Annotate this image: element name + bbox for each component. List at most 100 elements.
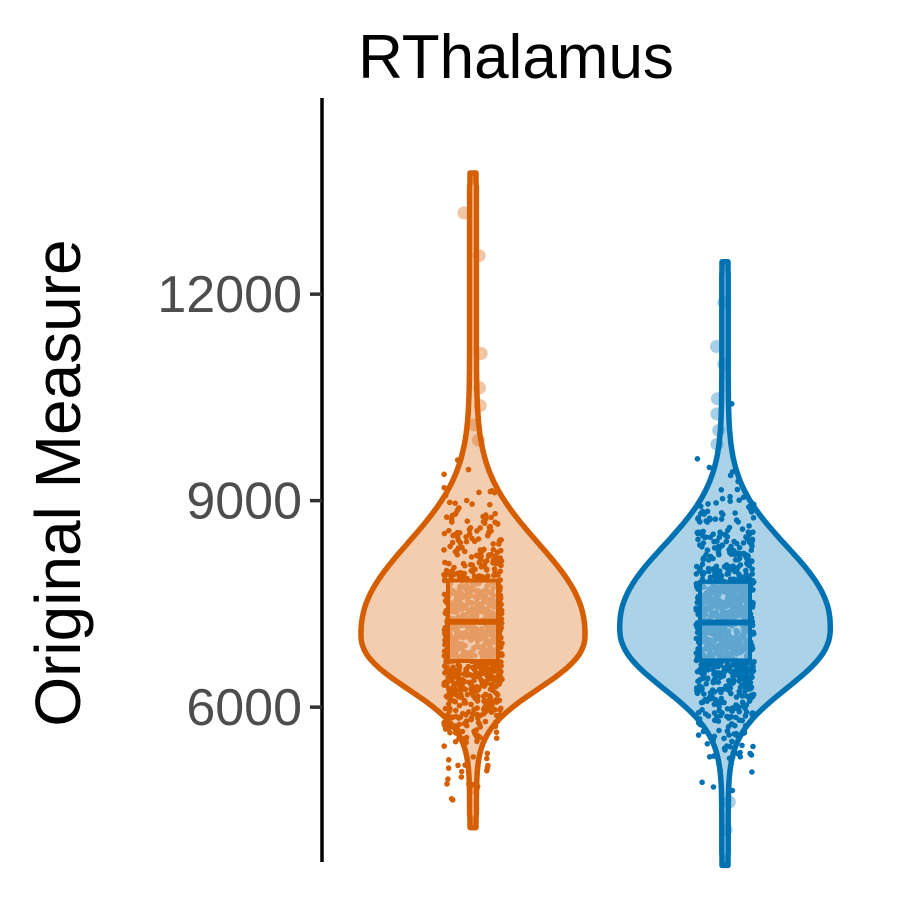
data-point <box>736 708 743 715</box>
data-point <box>492 510 499 517</box>
data-point <box>707 516 713 523</box>
data-point <box>701 570 707 576</box>
data-point <box>469 562 476 568</box>
data-point <box>718 510 725 516</box>
data-point <box>477 525 484 531</box>
data-point <box>480 706 487 713</box>
data-point <box>488 703 495 709</box>
data-point <box>728 543 734 550</box>
data-point <box>746 523 752 529</box>
outlier-point <box>717 295 731 309</box>
data-point <box>487 501 493 508</box>
data-point <box>704 741 711 747</box>
data-point <box>699 561 706 568</box>
data-point <box>475 536 482 542</box>
data-point <box>463 718 470 724</box>
data-point <box>729 401 735 407</box>
data-point <box>468 554 475 560</box>
data-point <box>700 540 707 546</box>
data-point <box>441 571 447 578</box>
data-point <box>710 555 716 562</box>
data-point <box>474 732 481 739</box>
data-point <box>750 515 757 521</box>
data-point <box>496 681 502 687</box>
data-point <box>456 702 463 709</box>
data-point <box>470 781 476 788</box>
data-point <box>474 662 480 668</box>
data-point <box>706 464 713 471</box>
data-point <box>744 560 750 567</box>
data-point <box>463 666 469 672</box>
data-point <box>458 768 465 775</box>
data-point <box>746 698 753 704</box>
data-point <box>445 765 452 771</box>
outlier-point <box>710 340 723 353</box>
data-point <box>726 524 733 531</box>
data-point <box>694 456 701 462</box>
data-point <box>493 729 500 735</box>
data-point <box>732 568 738 575</box>
data-point <box>474 738 480 745</box>
data-point <box>735 478 741 485</box>
data-point <box>703 681 710 687</box>
outlier-point <box>710 407 724 421</box>
data-point <box>469 535 475 542</box>
data-point <box>456 667 462 673</box>
data-point <box>730 677 737 683</box>
data-point <box>446 499 453 506</box>
data-point <box>483 558 490 564</box>
data-point <box>494 692 501 698</box>
data-point <box>495 666 501 673</box>
data-point <box>476 685 482 692</box>
data-point <box>717 767 723 774</box>
data-point <box>460 560 467 567</box>
data-point <box>749 558 755 565</box>
data-point <box>745 554 751 560</box>
data-point <box>449 678 455 684</box>
data-point <box>748 509 755 515</box>
data-point <box>749 538 755 545</box>
data-point <box>750 659 757 666</box>
data-point <box>441 547 447 553</box>
y-tick-label: 9000 <box>186 473 302 531</box>
data-point <box>484 765 491 771</box>
data-point <box>454 457 461 463</box>
data-point <box>453 692 459 698</box>
data-point <box>693 635 700 642</box>
data-point <box>740 540 747 546</box>
data-point <box>450 698 457 704</box>
data-point <box>724 571 730 577</box>
data-point <box>719 495 726 502</box>
data-point <box>714 714 720 720</box>
data-point <box>447 705 453 712</box>
data-point <box>725 664 731 671</box>
data-point <box>710 531 716 537</box>
y-axis-label: Original Measure <box>22 239 94 726</box>
data-point <box>728 721 735 727</box>
data-point <box>453 724 460 730</box>
data-point <box>442 705 449 712</box>
data-point <box>498 547 504 554</box>
data-point <box>443 514 450 520</box>
data-point <box>492 519 498 526</box>
data-point <box>693 685 700 691</box>
data-point <box>469 568 475 574</box>
data-point <box>704 508 711 515</box>
data-point <box>441 484 448 491</box>
data-point <box>481 546 487 553</box>
data-point <box>462 762 468 768</box>
data-point <box>464 518 471 524</box>
data-point <box>473 727 480 733</box>
data-point <box>695 536 701 543</box>
data-point <box>469 501 475 507</box>
data-point <box>716 707 723 714</box>
data-point <box>749 710 755 716</box>
violin-series-1 <box>358 170 588 831</box>
data-point <box>693 650 700 656</box>
data-point <box>724 713 730 720</box>
data-point <box>471 573 478 579</box>
data-point <box>742 723 749 729</box>
data-point <box>715 679 722 685</box>
data-point <box>694 529 701 536</box>
